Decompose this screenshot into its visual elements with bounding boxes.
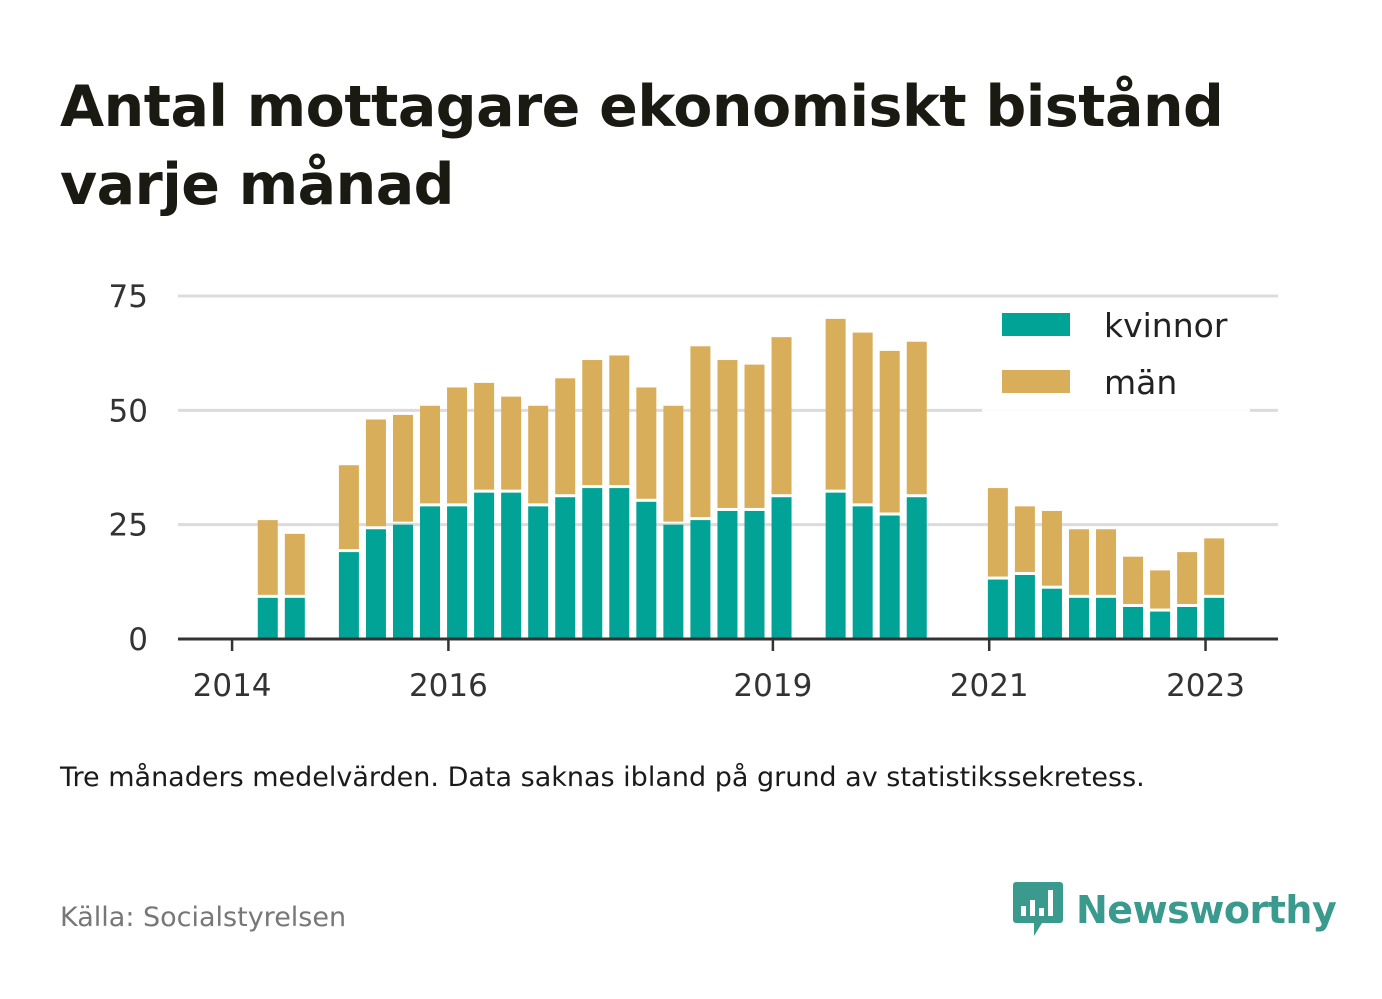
- x-tick-label: 2016: [409, 668, 488, 704]
- axes: 0 25 50 75 2014 2016 2019 2021 2023: [109, 279, 1278, 704]
- bar-kvinnor: [365, 529, 386, 639]
- bar-kvinnor: [582, 488, 603, 639]
- y-tick-label: 50: [109, 393, 148, 429]
- chart-title: Antal mottagare ekonomiskt bistånd varje…: [60, 74, 1224, 218]
- bar-man: [501, 396, 522, 490]
- legend-label: kvinnor: [1104, 306, 1228, 345]
- bar-man: [555, 378, 576, 495]
- bar-man: [609, 355, 630, 486]
- bar-man: [338, 465, 359, 550]
- bar-man: [717, 360, 738, 508]
- bar-kvinnor: [609, 488, 630, 639]
- bar-man: [528, 405, 549, 504]
- bar-man: [852, 332, 873, 504]
- bar-kvinnor: [1204, 597, 1225, 639]
- bar-kvinnor: [392, 524, 413, 639]
- bar-man: [744, 364, 765, 508]
- bar-man: [906, 341, 927, 495]
- bar-kvinnor: [771, 497, 792, 639]
- bar-kvinnor: [906, 497, 927, 639]
- bar-man: [690, 346, 711, 518]
- bar-man: [1096, 529, 1117, 595]
- chart-area: 0 25 50 75 2014 2016 2019 2021 2023 kvinnor män: [109, 279, 1278, 704]
- bar-man: [1177, 552, 1198, 604]
- bar-man: [392, 414, 413, 522]
- bar-kvinnor: [717, 510, 738, 639]
- bar-man: [987, 488, 1008, 577]
- bar-man: [771, 337, 792, 495]
- bar-man: [365, 419, 386, 527]
- x-tick-label: 2021: [950, 668, 1029, 704]
- source-text: Källa: Socialstyrelsen: [60, 902, 347, 933]
- bar-kvinnor: [1068, 597, 1089, 639]
- y-tick-label: 25: [109, 508, 148, 544]
- bar-kvinnor: [636, 501, 657, 639]
- bar-man: [636, 387, 657, 499]
- bar-man: [1068, 529, 1089, 595]
- bar-man: [825, 318, 846, 490]
- brand-name: Newsworthy: [1076, 888, 1337, 932]
- bar-kvinnor: [338, 552, 359, 639]
- bar-kvinnor: [879, 515, 900, 639]
- newsworthy-logo-icon: [1013, 882, 1063, 936]
- bar-man: [284, 533, 305, 595]
- x-tick-label: 2014: [193, 668, 272, 704]
- bar-kvinnor: [447, 506, 468, 639]
- x-tick-label: 2019: [733, 668, 812, 704]
- bar-man: [1150, 570, 1171, 609]
- bar-kvinnor: [1014, 574, 1035, 639]
- legend: kvinnor män: [982, 300, 1250, 412]
- chart-note: Tre månaders medelvärden. Data saknas ib…: [60, 762, 1145, 793]
- legend-swatch: [1002, 370, 1070, 393]
- bar-kvinnor: [987, 579, 1008, 639]
- bar-kvinnor: [420, 506, 441, 639]
- bar-man: [582, 360, 603, 486]
- bar-kvinnor: [501, 492, 522, 639]
- bar-man: [1041, 510, 1062, 586]
- bar-kvinnor: [284, 597, 305, 639]
- bar-man: [420, 405, 441, 504]
- bar-kvinnor: [1041, 588, 1062, 639]
- bar-man: [663, 405, 684, 522]
- bar-kvinnor: [690, 520, 711, 639]
- bar-kvinnor: [528, 506, 549, 639]
- bar-man: [447, 387, 468, 504]
- bar-man: [474, 382, 495, 490]
- x-tick-label: 2023: [1166, 668, 1245, 704]
- legend-label: män: [1104, 363, 1177, 402]
- bar-man: [1014, 506, 1035, 572]
- bar-kvinnor: [744, 510, 765, 639]
- bar-man: [879, 350, 900, 513]
- legend-swatch: [1002, 313, 1070, 336]
- bars: [257, 318, 1225, 639]
- bar-man: [1123, 556, 1144, 604]
- bar-kvinnor: [825, 492, 846, 639]
- brand-logo[interactable]: Newsworthy: [1012, 880, 1337, 940]
- bar-kvinnor: [663, 524, 684, 639]
- bar-kvinnor: [1150, 611, 1171, 639]
- bar-kvinnor: [852, 506, 873, 639]
- bar-kvinnor: [1123, 606, 1144, 639]
- bar-kvinnor: [555, 497, 576, 639]
- y-tick-label: 75: [109, 279, 148, 315]
- bar-kvinnor: [474, 492, 495, 639]
- bar-kvinnor: [257, 597, 278, 639]
- bar-man: [1204, 538, 1225, 595]
- bar-man: [257, 520, 278, 595]
- bar-kvinnor: [1096, 597, 1117, 639]
- bar-kvinnor: [1177, 606, 1198, 639]
- y-tick-label: 0: [128, 622, 148, 658]
